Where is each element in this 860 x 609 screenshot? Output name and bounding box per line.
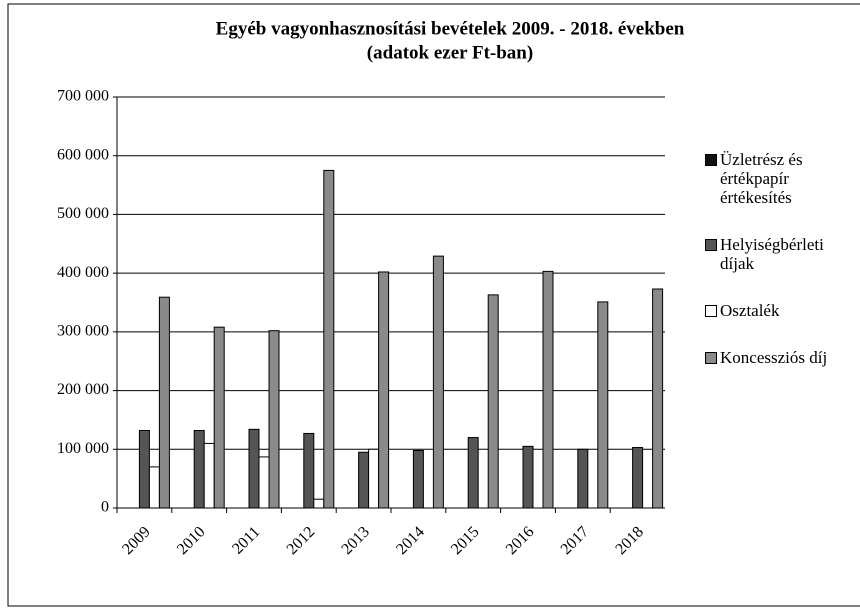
bar — [193, 429, 205, 509]
bar — [652, 288, 664, 509]
y-tick-label: 700 000 — [57, 88, 109, 105]
legend-swatch — [705, 352, 717, 364]
bar — [268, 330, 280, 509]
x-tick-label: 2013 — [338, 523, 373, 558]
bar — [358, 451, 370, 509]
x-tick-label: 2018 — [612, 523, 647, 558]
legend-label: Üzletrész és értékpapír értékesítés — [720, 150, 803, 207]
bar — [258, 456, 270, 509]
y-tick-label: 600 000 — [57, 146, 109, 163]
y-tick-label: 200 000 — [57, 381, 109, 398]
legend-label: Koncessziós díj — [720, 348, 828, 367]
legend: Üzletrész és értékpapír értékesítés Helyi… — [705, 150, 860, 395]
legend-swatch — [705, 154, 717, 166]
bar — [632, 447, 644, 509]
bar — [487, 294, 499, 509]
legend-item: Helyiségbérleti díjak — [705, 235, 855, 273]
bar — [467, 437, 479, 509]
legend-label: Helyiségbérleti díjak — [720, 235, 824, 273]
legend-label: Osztalék — [720, 301, 780, 320]
x-tick-label: 2009 — [119, 523, 154, 558]
y-tick-label: 500 000 — [57, 205, 109, 222]
y-tick-label: 0 — [101, 499, 109, 516]
bar — [138, 429, 150, 509]
bar — [213, 326, 225, 509]
bar — [248, 428, 260, 509]
bar — [542, 270, 554, 509]
x-tick-label: 2010 — [174, 523, 209, 558]
chart-title: Egyéb vagyonhasznosítási bevételek 2009.… — [216, 18, 685, 39]
bar — [303, 432, 315, 509]
legend-item: Üzletrész és értékpapír értékesítés — [705, 150, 855, 207]
bar — [522, 445, 534, 509]
bar — [203, 442, 215, 509]
bar — [432, 255, 444, 509]
bar — [577, 448, 589, 509]
legend-item: Osztalék — [705, 301, 855, 320]
x-tick-label: 2015 — [448, 523, 483, 558]
y-tick-label: 100 000 — [57, 440, 109, 457]
x-tick-label: 2014 — [393, 523, 428, 558]
bar — [378, 271, 390, 509]
legend-item: Koncessziós díj — [705, 348, 860, 367]
frame — [7, 3, 860, 607]
x-tick-label: 2016 — [503, 523, 538, 558]
x-tick-label: 2011 — [229, 523, 263, 557]
bar — [148, 466, 160, 509]
bar — [597, 301, 609, 509]
bar — [368, 448, 380, 509]
chart-subtitle: (adatok ezer Ft-ban) — [367, 42, 533, 63]
y-tick-label: 400 000 — [57, 264, 109, 281]
bar — [412, 449, 424, 509]
x-tick-label: 2017 — [558, 523, 593, 558]
x-tick-label: 2012 — [284, 523, 319, 558]
bar — [323, 169, 335, 509]
legend-swatch — [705, 239, 717, 251]
y-tick-label: 300 000 — [57, 323, 109, 340]
bar — [158, 296, 170, 509]
legend-swatch — [705, 305, 717, 317]
bar — [313, 498, 325, 509]
